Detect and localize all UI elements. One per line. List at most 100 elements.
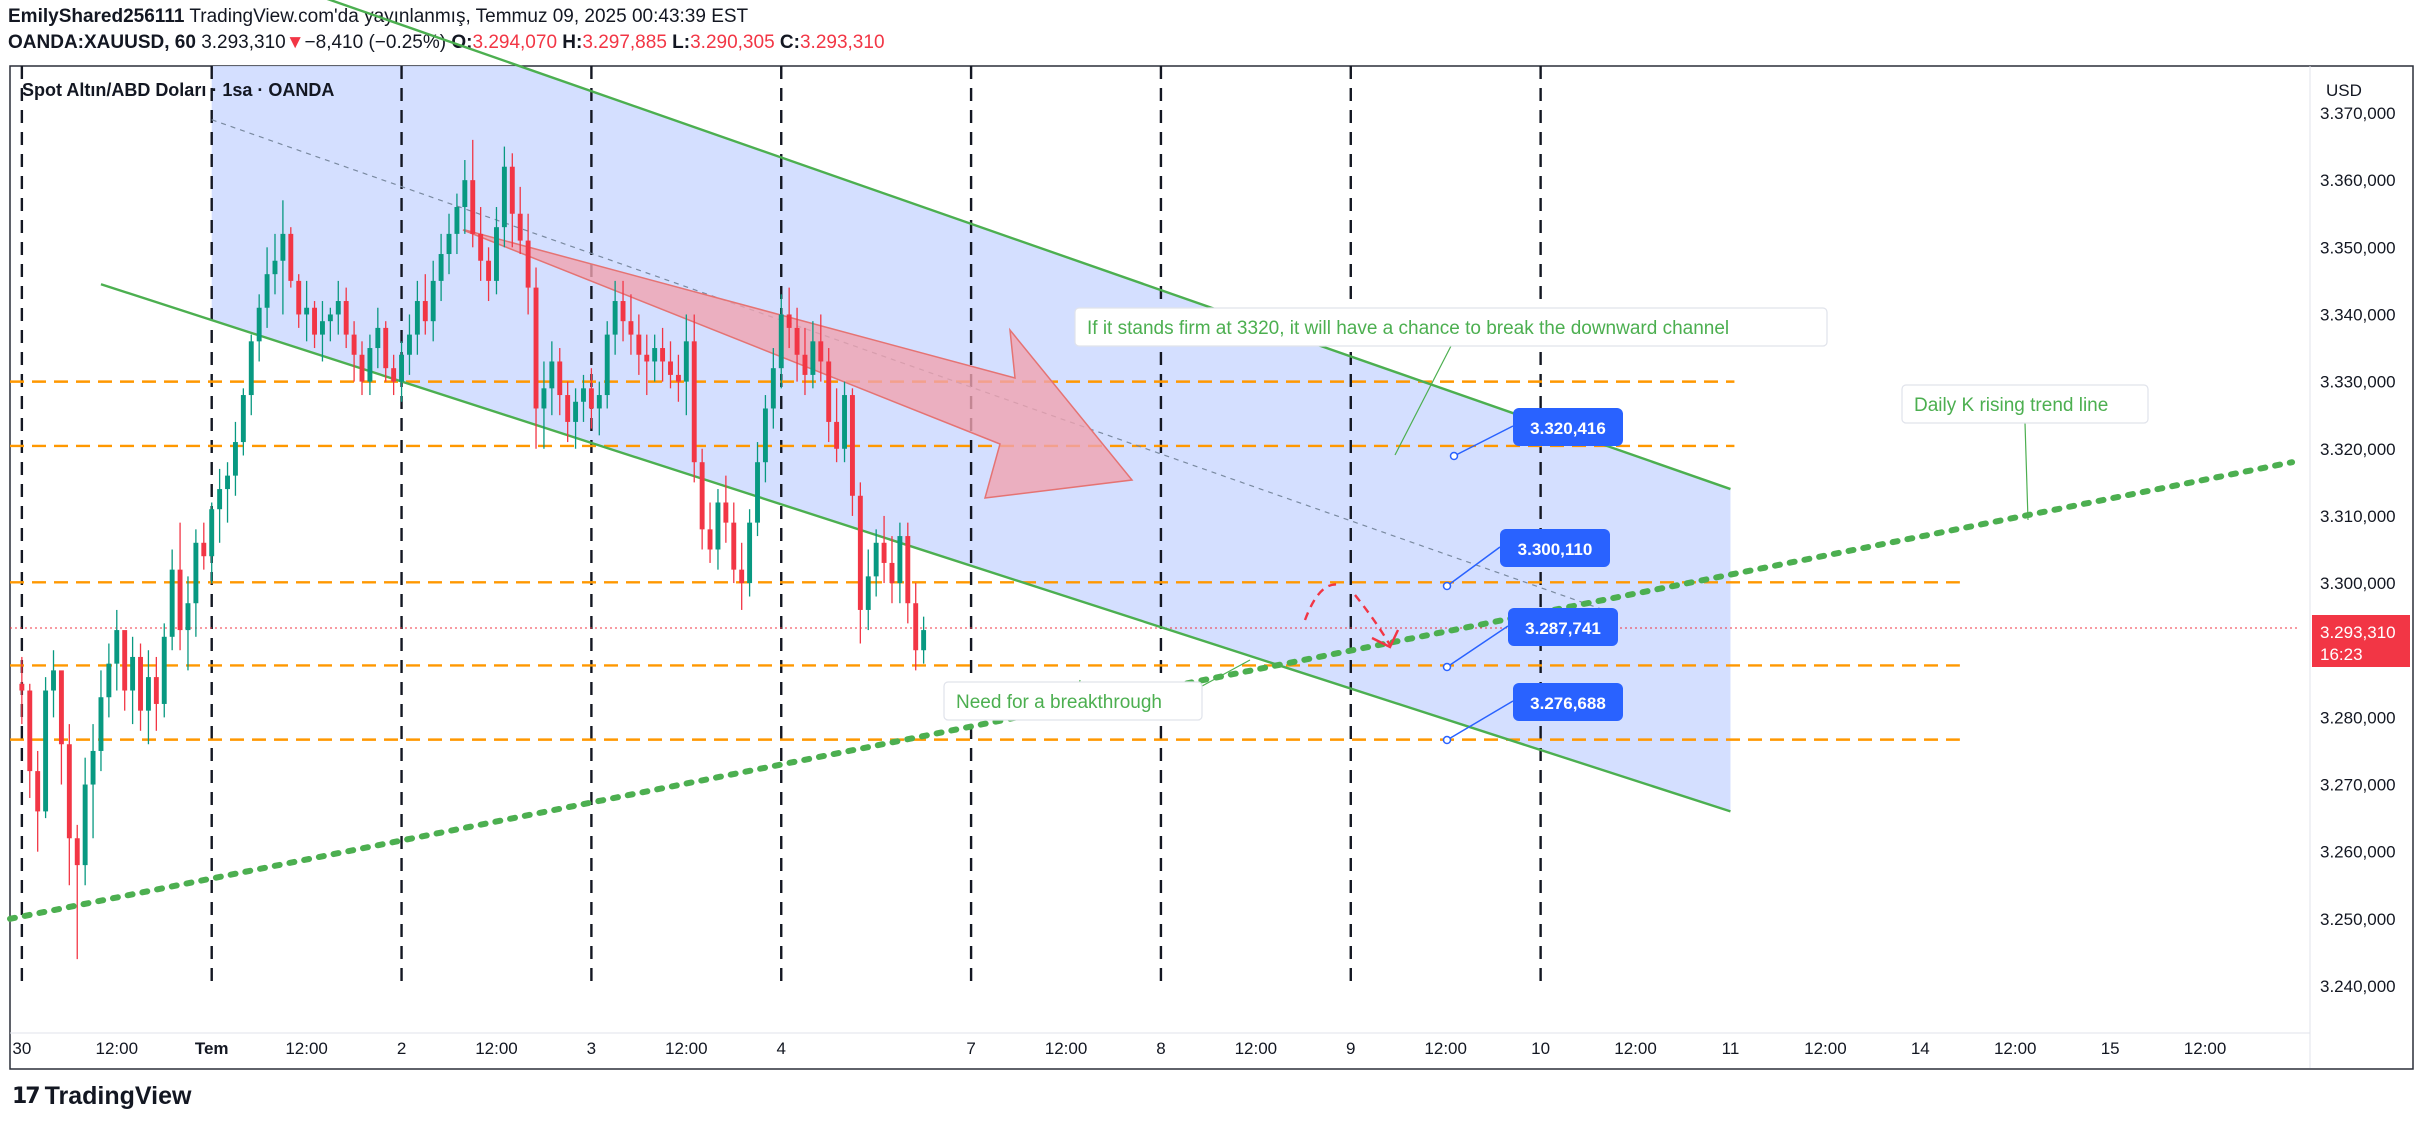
y-tick-label: 3.340,000 — [2320, 305, 2396, 324]
candle-body — [43, 690, 49, 812]
candle-body — [343, 301, 349, 335]
candle-body — [391, 368, 397, 382]
candle-body — [652, 348, 658, 362]
x-tick-label: 30 — [12, 1039, 31, 1058]
x-tick-label: 11 — [1722, 1039, 1740, 1058]
last-price: 3.293,310 — [201, 32, 286, 53]
candle-body — [486, 260, 492, 281]
candle-body — [905, 536, 911, 604]
publish-line: EmilyShared256111 TradingView.com'da yay… — [8, 6, 748, 28]
y-tick-label: 3.260,000 — [2320, 843, 2396, 862]
ohlc-line: OANDA:XAUUSD, 60 3.293,310▼−8,410 (−0.25… — [8, 32, 885, 54]
candle-body — [462, 180, 468, 208]
candle-body — [335, 301, 341, 315]
x-tick-label: Tem — [195, 1039, 229, 1058]
low-label: L: — [672, 32, 691, 53]
candle-body — [834, 421, 840, 449]
y-tick-label: 3.270,000 — [2320, 776, 2396, 795]
label-connector — [1453, 425, 1514, 457]
candle-body — [628, 321, 634, 335]
candle-body — [312, 307, 317, 335]
publish-info: TradingView.com'da yayınlanmış, Temmuz 0… — [189, 6, 749, 27]
candle-body — [130, 656, 136, 691]
candle-body — [82, 784, 88, 866]
candle-body — [383, 327, 389, 369]
candle-body — [802, 354, 808, 375]
candle-body — [169, 569, 175, 637]
candle-body — [19, 683, 25, 691]
candle-body — [193, 542, 199, 604]
candle-body — [644, 354, 650, 362]
breakthrough-note: Need for a breakthrough — [956, 692, 1162, 713]
candle-body — [375, 327, 381, 349]
y-tick-label: 3.350,000 — [2320, 238, 2396, 257]
candle-body — [668, 361, 673, 375]
x-tick-label: 12:00 — [1994, 1039, 2037, 1058]
high-label: H: — [562, 32, 583, 53]
x-tick-label: 12:00 — [665, 1039, 708, 1058]
x-tick-label: 7 — [966, 1039, 975, 1058]
candle-body — [699, 462, 705, 530]
candle-body — [596, 395, 602, 409]
high-value: 3.297,885 — [582, 32, 667, 53]
candle-body — [509, 166, 515, 214]
candle-body — [74, 838, 80, 866]
label-anchor-dot — [1442, 662, 1452, 672]
candle-body — [288, 233, 294, 281]
footer-brand[interactable]: 17 TradingView — [12, 1082, 191, 1111]
channel-upper-line — [326, 0, 1731, 491]
candle-body — [810, 341, 816, 375]
main-note: If it stands firm at 3320, it will have … — [1087, 318, 1729, 339]
x-tick-label: 12:00 — [96, 1039, 139, 1058]
candle-body — [225, 475, 230, 490]
trendline-note: Daily K rising trend line — [1914, 395, 2108, 416]
candle-body — [842, 395, 847, 449]
candle-body — [90, 750, 96, 785]
candle-body — [478, 233, 484, 261]
candle-body — [280, 233, 286, 261]
y-tick-label: 3.300,000 — [2320, 574, 2396, 593]
x-tick-label: 2 — [397, 1039, 406, 1058]
candle-body — [58, 670, 64, 745]
candle-body — [549, 361, 555, 389]
x-tick-label: 8 — [1156, 1039, 1165, 1058]
y-tick-label: 3.360,000 — [2320, 171, 2396, 190]
x-tick-label: 4 — [777, 1039, 786, 1058]
candle-body — [414, 301, 420, 335]
candle-body — [145, 677, 151, 711]
candle-body — [889, 562, 895, 584]
y-tick-label: 3.330,000 — [2320, 373, 2396, 392]
candle-body — [454, 207, 460, 234]
x-tick-label: 9 — [1346, 1039, 1355, 1058]
candle-body — [731, 522, 737, 570]
candle-body — [153, 677, 159, 704]
candle-body — [217, 489, 223, 510]
price-label-text: 3.276,688 — [1530, 694, 1606, 713]
candle-body — [581, 388, 586, 402]
candle-body — [27, 690, 33, 772]
candle-body — [201, 542, 207, 557]
candle-body — [818, 341, 824, 362]
author-name[interactable]: EmilyShared256111 — [8, 6, 185, 27]
candle-body — [122, 630, 128, 691]
candle-body — [446, 233, 452, 255]
x-tick-label: 3 — [587, 1039, 596, 1058]
currency-label[interactable]: USD — [2326, 81, 2362, 100]
candle-body — [35, 771, 41, 812]
candle-body — [114, 630, 120, 664]
x-tick-label: 15 — [2101, 1039, 2120, 1058]
x-tick-label: 12:00 — [1804, 1039, 1847, 1058]
chart-frame — [9, 65, 2414, 1070]
brand-name: TradingView — [44, 1082, 192, 1110]
candle-body — [612, 301, 618, 335]
candle-body — [525, 240, 531, 288]
candle-body — [209, 509, 215, 557]
projection-path — [1303, 583, 1341, 621]
candle-body — [873, 542, 879, 577]
candle-body — [739, 569, 745, 584]
x-tick-label: 12:00 — [1045, 1039, 1088, 1058]
price-label-box — [1508, 608, 1618, 646]
daily-rising-trendline — [7, 459, 2296, 922]
price-change: −8,410 (−0.25%) — [304, 32, 447, 53]
